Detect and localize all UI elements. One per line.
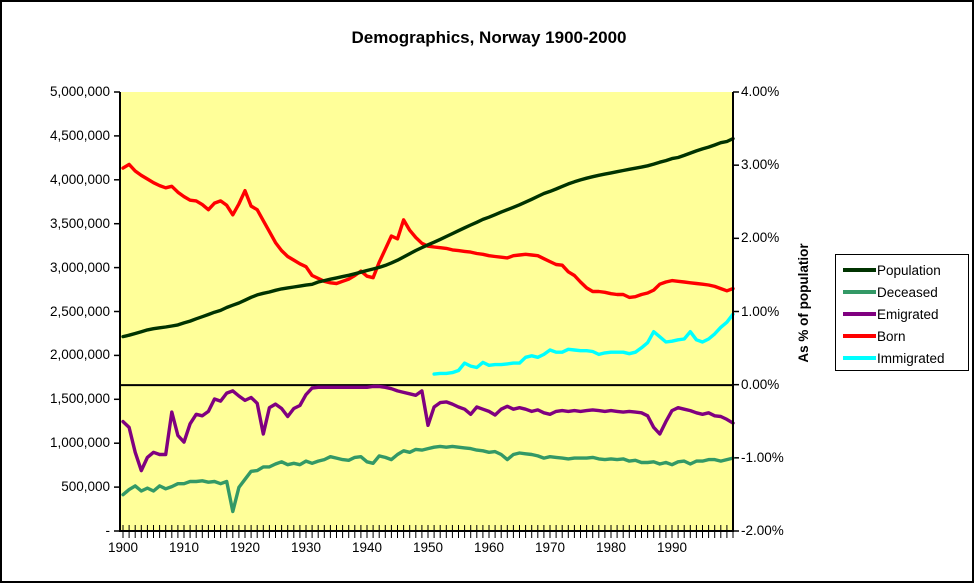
population-line-swatch	[843, 268, 876, 272]
x-axis-tick-label: 1980	[595, 540, 627, 555]
x-axis-tick-label: 1940	[351, 540, 383, 555]
right-axis-tick-label: -2.00%	[741, 523, 784, 538]
left-axis-tick-label: 1,000,000	[49, 435, 110, 451]
series-line-immigrated	[432, 312, 735, 376]
x-axis-tick-label: 1910	[168, 540, 200, 555]
immigrated-line-swatch	[843, 356, 876, 360]
legend-item-immigrated: Immigrated	[836, 347, 968, 369]
left-axis-tick-label: 500,000	[61, 479, 110, 495]
left-axis-tick-label: 2,000,000	[49, 347, 110, 363]
x-axis-tick-label: 1920	[229, 540, 261, 555]
legend-label: Immigrated	[877, 350, 945, 366]
x-axis-tick-label: 1960	[473, 540, 505, 555]
right-axis-tick-label: 3.00%	[741, 157, 780, 173]
right-axis-tick-label: 0.00%	[741, 376, 780, 392]
x-axis-tick-label: 1990	[656, 540, 688, 555]
x-axis-tick-label: 1900	[107, 540, 139, 555]
right-axis-tick-label: 1.00%	[741, 303, 780, 319]
legend-label: Deceased	[877, 284, 938, 300]
x-axis-tick-label: 1970	[534, 540, 566, 555]
left-axis-tick-label: 4,000,000	[49, 171, 110, 187]
x-axis-tick-label: 1930	[290, 540, 322, 555]
legend-item-emigrated: Emigrated	[836, 303, 968, 325]
left-axis-tick-label: 5,000,000	[49, 84, 110, 99]
left-axis-tick-label: 1,500,000	[49, 391, 110, 407]
emigrated-line-swatch	[843, 312, 876, 316]
right-axis-tick-label: -1.00%	[741, 449, 784, 465]
legend-label: Population	[877, 262, 941, 278]
chart-title: Demographics, Norway 1900-2000	[351, 28, 627, 47]
legend-item-born: Born	[836, 325, 968, 347]
left-axis-tick-label: 3,500,000	[49, 215, 110, 231]
born-line-swatch	[843, 334, 876, 338]
legend-item-deceased: Deceased	[836, 281, 968, 303]
left-axis-tick-label: 2,500,000	[49, 303, 110, 319]
right-axis-title: As % of populatior	[796, 243, 811, 363]
legend-item-population: Population	[836, 259, 968, 281]
deceased-line-swatch	[843, 290, 876, 294]
legend-label: Born	[877, 328, 906, 344]
legend-label: Emigrated	[877, 306, 939, 322]
right-axis-tick-label: 2.00%	[741, 230, 780, 246]
series-line-population	[121, 136, 735, 339]
left-axis-tick-label: 3,000,000	[49, 259, 110, 275]
right-axis-tick-label: 4.00%	[741, 84, 780, 99]
legend: Population Deceased Emigrated Born Immig…	[835, 254, 969, 371]
left-axis-tick-label: 4,500,000	[49, 127, 110, 143]
left-axis-tick-label: -	[105, 523, 111, 538]
series-line-emigrated	[121, 384, 735, 473]
series-line-deceased	[121, 444, 735, 514]
x-axis-tick-label: 1950	[412, 540, 444, 555]
